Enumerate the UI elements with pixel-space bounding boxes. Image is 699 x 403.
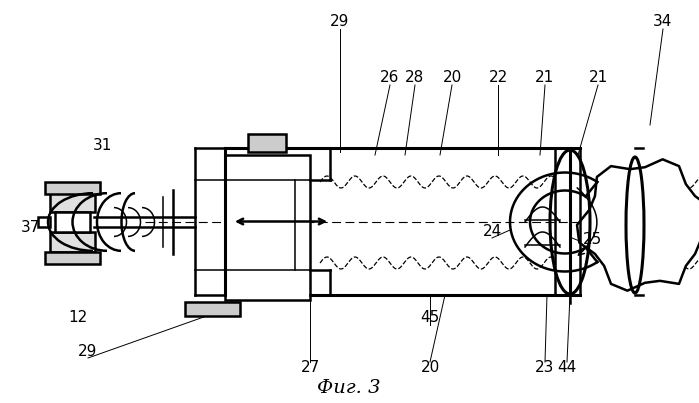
Text: Фиг. 3: Фиг. 3 — [317, 379, 381, 397]
Bar — [38, 217, 50, 227]
Text: 27: 27 — [301, 361, 319, 376]
Text: 45: 45 — [420, 310, 440, 326]
Bar — [50, 192, 95, 212]
Text: 21: 21 — [535, 71, 554, 85]
Text: 37: 37 — [20, 220, 40, 235]
Text: 12: 12 — [69, 310, 87, 326]
Bar — [55, 212, 90, 232]
Bar — [50, 232, 95, 252]
Text: 20: 20 — [442, 71, 461, 85]
Text: 34: 34 — [654, 15, 672, 29]
Text: 29: 29 — [78, 345, 98, 359]
Text: 31: 31 — [93, 137, 113, 152]
Bar — [45, 182, 100, 194]
Text: 22: 22 — [489, 71, 507, 85]
Text: 28: 28 — [405, 71, 424, 85]
Text: 21: 21 — [589, 71, 607, 85]
Bar — [45, 252, 100, 264]
Text: 23: 23 — [535, 361, 555, 376]
Text: 26: 26 — [380, 71, 400, 85]
Bar — [225, 155, 310, 300]
Text: 24: 24 — [482, 224, 502, 239]
Bar — [248, 134, 286, 152]
Text: 20: 20 — [420, 361, 440, 376]
Bar — [185, 302, 240, 316]
Polygon shape — [577, 159, 699, 291]
Text: 25: 25 — [582, 233, 602, 247]
Text: 29: 29 — [331, 15, 350, 29]
Text: 44: 44 — [557, 361, 577, 376]
